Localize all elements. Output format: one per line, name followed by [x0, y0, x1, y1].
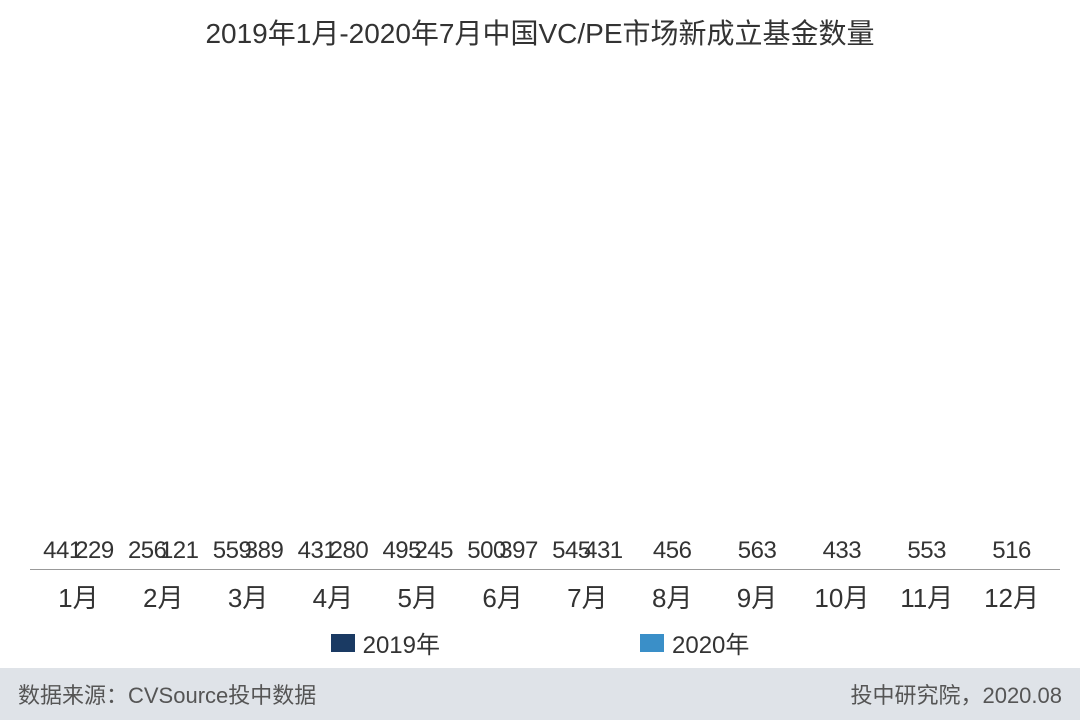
x-tick: 4月 [290, 578, 375, 615]
source-label: 数据来源：CVSource投中数据 [18, 678, 316, 710]
x-tick: 1月 [36, 578, 121, 615]
x-tick: 12月 [969, 578, 1054, 615]
x-tick: 11月 [884, 578, 969, 615]
bars-row: 4412292561215593894312804952455003975454… [30, 60, 1060, 569]
legend-label: 2019年 [363, 625, 440, 660]
x-tick: 5月 [375, 578, 460, 615]
x-tick: 6月 [460, 578, 545, 615]
bar-value-label: 389 [245, 537, 284, 565]
bar-value-label: 563 [738, 537, 777, 565]
legend-item: 2019年 [331, 625, 440, 660]
x-tick: 2月 [121, 578, 206, 615]
x-tick: 3月 [206, 578, 291, 615]
plot-area: 4412292561215593894312804952455003975454… [30, 60, 1060, 570]
x-tick: 9月 [715, 578, 800, 615]
legend-swatch [640, 634, 664, 652]
bar-value-label: 121 [160, 537, 199, 565]
bar-value-label: 245 [414, 537, 453, 565]
legend-item: 2020年 [640, 625, 749, 660]
chart-title: 2019年1月-2020年7月中国VC/PE市场新成立基金数量 [0, 0, 1080, 60]
bar-value-label: 397 [499, 537, 538, 565]
bar-value-label: 280 [330, 537, 369, 565]
bar-value-label: 433 [823, 537, 862, 565]
bar-value-label: 229 [75, 537, 114, 565]
legend: 2019年 2020年 [0, 625, 1080, 660]
bar-value-label: 553 [907, 537, 946, 565]
bar-value-label: 431 [584, 537, 623, 565]
legend-swatch [331, 634, 355, 652]
bar-value-label: 516 [992, 537, 1031, 565]
legend-label: 2020年 [672, 625, 749, 660]
chart-container: 2019年1月-2020年7月中国VC/PE市场新成立基金数量 44122925… [0, 0, 1080, 720]
footer: 数据来源：CVSource投中数据 投中研究院，2020.08 [0, 668, 1080, 720]
x-axis: 1月2月3月4月5月6月7月8月9月10月11月12月 [30, 578, 1060, 615]
x-tick: 8月 [630, 578, 715, 615]
credit-label: 投中研究院，2020.08 [850, 678, 1062, 710]
x-tick: 7月 [545, 578, 630, 615]
x-tick: 10月 [799, 578, 884, 615]
bar-value-label: 456 [653, 537, 692, 565]
